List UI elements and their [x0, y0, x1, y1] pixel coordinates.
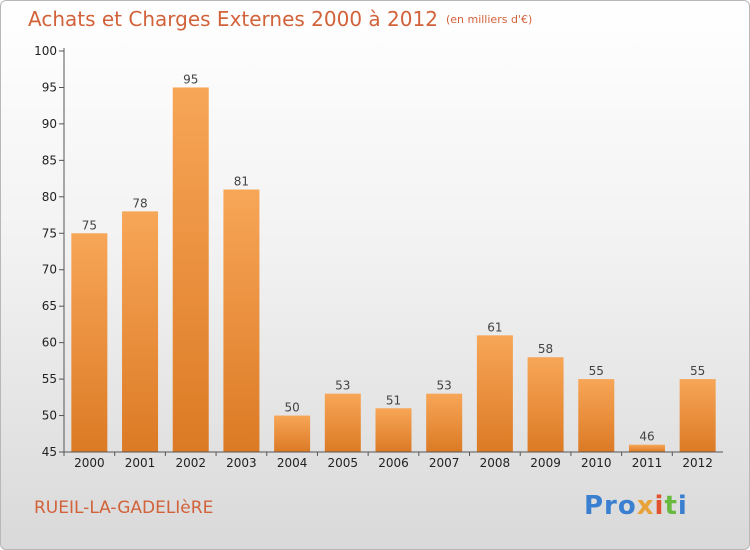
x-tick-label-2012: 2012: [682, 456, 713, 470]
data-label-2003: 81: [234, 175, 249, 189]
logo-part-1: Pro: [584, 491, 637, 521]
bar-2003: [223, 189, 260, 452]
x-tick-label-2004: 2004: [277, 456, 308, 470]
bar-2009: [527, 357, 564, 452]
y-tick-label-50: 50: [42, 409, 57, 423]
y-tick-label-45: 45: [42, 445, 57, 459]
x-tick-label-2009: 2009: [530, 456, 561, 470]
x-tick-label-2002: 2002: [175, 456, 206, 470]
y-tick-label-100: 100: [34, 44, 57, 58]
chart-title-text: Achats et Charges Externes 2000 à 2012: [28, 7, 438, 31]
bars-group: 75 78 95 81 50 53 51 53 61 58 55 46 55: [71, 72, 716, 453]
chart-title: Achats et Charges Externes 2000 à 2012 (e…: [28, 7, 532, 31]
x-tick-label-2006: 2006: [378, 456, 409, 470]
axes-group: 2000 2001 2002 2003 2004 2005 2006 2007 2008 2009…: [34, 44, 723, 470]
logo-part-5: i: [677, 491, 688, 521]
data-label-2005: 53: [335, 379, 350, 393]
x-tick-label-2000: 2000: [74, 456, 105, 470]
data-label-2000: 75: [82, 218, 97, 232]
data-label-2001: 78: [132, 196, 147, 210]
bar-2002: [172, 87, 209, 453]
y-tick-label-90: 90: [42, 117, 57, 131]
chart-unit: (en milliers d'€): [445, 13, 533, 26]
x-tick-label-2008: 2008: [480, 456, 511, 470]
data-label-2006: 51: [386, 393, 401, 407]
y-tick-label-70: 70: [42, 263, 57, 277]
bar-2008: [476, 335, 513, 452]
logo-part-4: t: [664, 491, 678, 521]
bar-2004: [274, 415, 311, 452]
data-label-2012: 55: [690, 364, 705, 378]
logo-part-3: i: [654, 491, 665, 521]
x-tick-label-2010: 2010: [581, 456, 612, 470]
bar-2006: [375, 408, 412, 452]
data-label-2009: 58: [538, 342, 553, 356]
data-label-2002: 95: [183, 72, 198, 86]
data-label-2008: 61: [487, 320, 502, 334]
x-tick-label-2005: 2005: [328, 456, 359, 470]
y-tick-label-80: 80: [42, 190, 57, 204]
bar-2012: [679, 379, 716, 452]
commune-name: RUEIL-LA-GADELIèRE: [34, 498, 214, 518]
x-tick-label-2007: 2007: [429, 456, 460, 470]
bar-2000: [71, 233, 108, 452]
data-label-2011: 46: [639, 430, 654, 444]
proxiti-logo: Proxiti: [584, 491, 688, 521]
y-tick-label-65: 65: [42, 299, 57, 313]
bar-2011: [628, 444, 665, 452]
bar-2010: [578, 379, 615, 452]
data-label-2004: 50: [284, 401, 299, 415]
bar-2001: [122, 211, 159, 452]
x-tick-label-2011: 2011: [632, 456, 663, 470]
bar-2007: [426, 393, 463, 452]
y-tick-label-60: 60: [42, 336, 57, 350]
logo-part-2: x: [636, 491, 655, 521]
y-tick-label-75: 75: [42, 226, 57, 240]
y-tick-label-55: 55: [42, 372, 57, 386]
bar-2005: [324, 393, 361, 452]
x-tick-label-2001: 2001: [125, 456, 156, 470]
data-label-2007: 53: [437, 379, 452, 393]
x-tick-label-2003: 2003: [226, 456, 257, 470]
data-label-2010: 55: [589, 364, 604, 378]
y-tick-label-85: 85: [42, 153, 57, 167]
y-tick-label-95: 95: [42, 80, 57, 94]
